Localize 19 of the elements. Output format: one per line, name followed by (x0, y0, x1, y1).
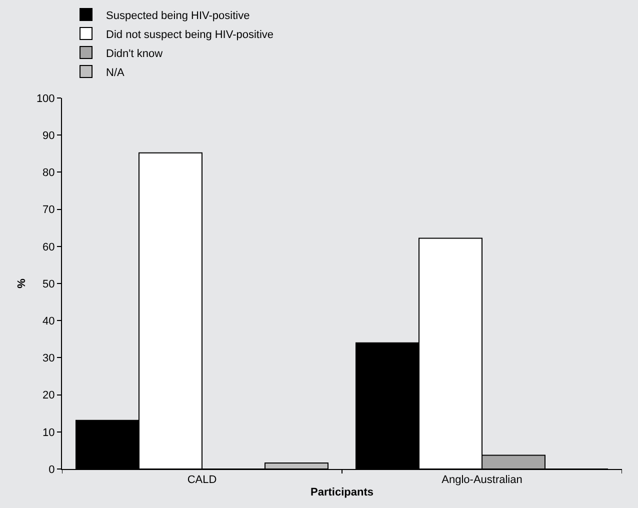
x-tick-label: CALD (187, 474, 217, 486)
legend-label: N/A (106, 66, 126, 79)
y-tick-label: 50 (42, 278, 55, 290)
y-tick-label: 100 (36, 92, 55, 105)
y-tick-label: 10 (42, 426, 55, 439)
y-axis-title: % (16, 278, 28, 288)
y-tick-label: 40 (42, 315, 55, 328)
legend-label: Suspected being HIV-positive (106, 10, 250, 22)
y-tick-label: 90 (42, 130, 55, 142)
x-axis-title: Participants (310, 486, 374, 498)
legend-label: Didn't know (106, 48, 163, 60)
y-tick-label: 20 (42, 390, 55, 402)
y-tick-label: 60 (42, 241, 55, 254)
y-tick-label: 30 (42, 352, 55, 365)
legend-label: Did not suspect being HIV-positive (106, 28, 274, 41)
y-tick-label: 80 (42, 167, 55, 180)
y-tick-label: 70 (42, 204, 55, 216)
x-tick-label: Anglo-Australian (442, 474, 522, 486)
y-tick-label: 0 (48, 464, 55, 476)
